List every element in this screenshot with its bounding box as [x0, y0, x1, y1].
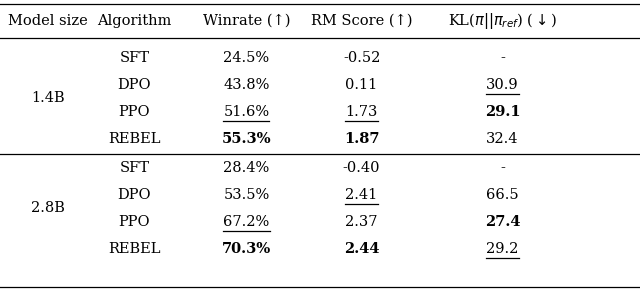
Text: SFT: SFT	[120, 161, 149, 175]
Text: 32.4: 32.4	[486, 132, 518, 146]
Text: 28.4%: 28.4%	[223, 161, 269, 175]
Text: Algorithm: Algorithm	[97, 14, 172, 28]
Text: 30.9: 30.9	[486, 78, 518, 92]
Text: REBEL: REBEL	[108, 132, 161, 146]
Text: 1.4B: 1.4B	[31, 91, 65, 106]
Text: 70.3%: 70.3%	[222, 242, 271, 256]
Text: 55.3%: 55.3%	[221, 132, 271, 146]
Text: Model size: Model size	[8, 14, 88, 28]
Text: RM Score (↑): RM Score (↑)	[311, 14, 412, 28]
Text: 67.2%: 67.2%	[223, 215, 269, 229]
Text: KL($\pi||\pi_{ref}$) ($\downarrow$): KL($\pi||\pi_{ref}$) ($\downarrow$)	[448, 11, 557, 31]
Text: -: -	[500, 161, 505, 175]
Text: -0.40: -0.40	[343, 161, 380, 175]
Text: PPO: PPO	[118, 215, 150, 229]
Text: DPO: DPO	[118, 78, 151, 92]
Text: DPO: DPO	[118, 188, 151, 202]
Text: 0.11: 0.11	[346, 78, 378, 92]
Text: 29.1: 29.1	[484, 105, 520, 119]
Text: SFT: SFT	[120, 51, 149, 65]
Text: -: -	[500, 51, 505, 65]
Text: 2.41: 2.41	[346, 188, 378, 202]
Text: PPO: PPO	[118, 105, 150, 119]
Text: 53.5%: 53.5%	[223, 188, 269, 202]
Text: 43.8%: 43.8%	[223, 78, 269, 92]
Text: 2.44: 2.44	[344, 242, 380, 256]
Text: 1.73: 1.73	[346, 105, 378, 119]
Text: 29.2: 29.2	[486, 242, 518, 256]
Text: 66.5: 66.5	[486, 188, 518, 202]
Text: 2.37: 2.37	[346, 215, 378, 229]
Text: Winrate (↑): Winrate (↑)	[203, 14, 290, 28]
Text: 2.8B: 2.8B	[31, 201, 65, 216]
Text: -0.52: -0.52	[343, 51, 380, 65]
Text: 24.5%: 24.5%	[223, 51, 269, 65]
Text: 1.87: 1.87	[344, 132, 380, 146]
Text: 51.6%: 51.6%	[223, 105, 269, 119]
Text: REBEL: REBEL	[108, 242, 161, 256]
Text: 27.4: 27.4	[484, 215, 520, 229]
